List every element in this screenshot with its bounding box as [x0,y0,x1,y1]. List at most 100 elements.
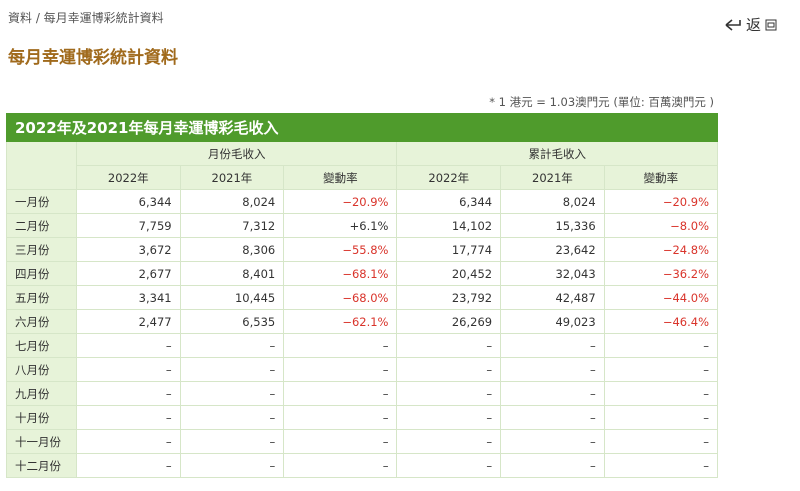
table-cell: – [396,429,502,454]
table-cell: – [396,357,502,382]
table-row: 十二月份 – – – – – – [6,453,719,478]
table-cell: – [283,405,398,430]
table-cell: 23,792 [396,285,502,310]
back-box-icon [765,19,777,30]
table-cell: −20.9% [603,189,719,214]
table-cell: – [179,333,285,358]
table-cell: −68.0% [283,285,398,310]
table-cell: 8,024 [179,189,285,214]
table-cell: 2,477 [76,309,181,334]
table-cell: 7,759 [76,213,181,238]
table-row: 五月份 3,341 10,445 −68.0% 23,792 42,487 −44.0% [6,285,719,310]
table-cell: – [396,333,502,358]
row-label: 九月份 [6,381,77,406]
table-cell: – [500,333,605,358]
table-cell: 10,445 [179,285,285,310]
table-cell: 6,344 [76,189,181,214]
table-row: 三月份 3,672 8,306 −55.8% 17,774 23,642 −24.8% [6,237,719,262]
table-cell: – [603,429,719,454]
row-label: 十一月份 [6,429,77,454]
table-cell: 7,312 [179,213,285,238]
revenue-table: 2022年及2021年每月幸運博彩毛收入 月份毛收入 累計毛收入 2022年 2021年… [6,113,719,478]
table-cell: 8,024 [500,189,605,214]
table-cell: 6,344 [396,189,502,214]
table-row: 十一月份 – – – – – – [6,429,719,454]
table-cell: −55.8% [283,237,398,262]
table-cell: – [603,357,719,382]
table-cell: 2,677 [76,261,181,286]
table-cell: 17,774 [396,237,502,262]
table-cell: 42,487 [500,285,605,310]
table-cell: 49,023 [500,309,605,334]
table-row: 一月份 6,344 8,024 −20.9% 6,344 8,024 −20.9% [6,189,719,214]
table-cell: – [76,405,181,430]
table-cell: – [179,357,285,382]
table-row: 七月份 – – – – – – [6,333,719,358]
column-header-row: 2022年 2021年 變動率 2022年 2021年 變動率 [7,165,719,190]
row-label: 四月份 [6,261,77,286]
table-cell: – [283,381,398,406]
page-title: 每月幸運博彩統計資料 [8,48,178,68]
table-cell: 14,102 [396,213,502,238]
column-header: 2021年 [179,165,285,190]
row-label: 二月份 [6,213,77,238]
table-cell: – [500,357,605,382]
table-cell: 23,642 [500,237,605,262]
table-cell: – [283,357,398,382]
row-label: 五月份 [6,285,77,310]
row-label: 六月份 [6,309,77,334]
table-cell: – [179,381,285,406]
table-row: 六月份 2,477 6,535 −62.1% 26,269 49,023 −46.4% [6,309,719,334]
breadcrumb[interactable]: 資料 / 每月幸運博彩統計資料 [8,11,164,25]
note: * 1 港元 = 1.03澳門元 (單位: 百萬澳門元 ) [489,95,714,109]
table-cell: −44.0% [603,285,719,310]
group-header: 月份毛收入 [75,141,398,166]
table-cell: −8.0% [603,213,719,238]
row-label: 一月份 [6,189,77,214]
row-label: 十月份 [6,405,77,430]
table-cell: – [603,333,719,358]
column-header: 變動率 [603,165,719,190]
table-cell: −62.1% [283,309,398,334]
table-cell: +6.1% [283,213,398,238]
table-cell: – [500,381,605,406]
table-cell: – [396,405,502,430]
table-cell: −68.1% [283,261,398,286]
table-caption: 2022年及2021年每月幸運博彩毛收入 [6,113,718,142]
table-cell: – [76,357,181,382]
table-row: 十月份 – – – – – – [6,405,719,430]
table-cell: 26,269 [396,309,502,334]
table-cell: −24.8% [603,237,719,262]
back-button[interactable]: 返 [724,14,777,35]
row-label: 八月份 [6,357,77,382]
table-cell: – [500,429,605,454]
table-cell: – [179,453,285,478]
table-cell: – [76,453,181,478]
table-cell: 8,306 [179,237,285,262]
table-row: 四月份 2,677 8,401 −68.1% 20,452 32,043 −36.2% [6,261,719,286]
row-label: 七月份 [6,333,77,358]
table-cell: – [179,429,285,454]
table-cell: – [500,453,605,478]
table-cell: 6,535 [179,309,285,334]
group-header: 累計毛收入 [396,141,718,166]
table-row: 八月份 – – – – – – [6,357,719,382]
table-cell: – [76,333,181,358]
table-cell: – [76,429,181,454]
table-cell: – [396,381,502,406]
table-cell: – [603,381,719,406]
column-header: 變動率 [283,165,398,190]
row-label: 十二月份 [6,453,77,478]
back-arrow-icon [725,18,741,31]
column-header: 2021年 [500,165,605,190]
caption-row: 2022年及2021年每月幸運博彩毛收入 [6,113,718,142]
table-cell: 15,336 [500,213,605,238]
table-cell: 8,401 [179,261,285,286]
table-cell: −20.9% [283,189,398,214]
table-row: 九月份 – – – – – – [6,381,719,406]
table-cell: 3,341 [76,285,181,310]
table-cell: −36.2% [603,261,719,286]
table-cell: – [179,405,285,430]
table-cell: 3,672 [76,237,181,262]
